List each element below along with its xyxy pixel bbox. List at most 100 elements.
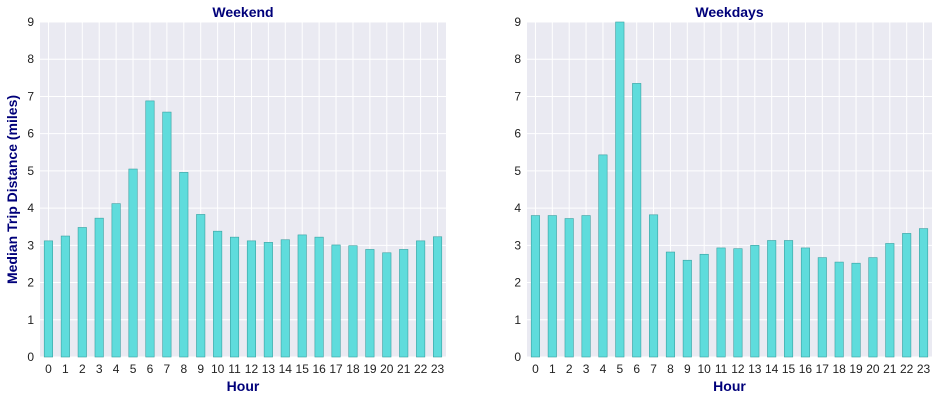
y-tick-label: 7 — [514, 89, 521, 103]
x-tick-label: 7 — [164, 362, 171, 376]
bar-hour-21 — [885, 243, 895, 358]
bar-hour-10 — [213, 230, 223, 358]
x-tick-label: 16 — [799, 362, 813, 376]
bar-hour-17 — [331, 244, 341, 358]
x-tick-label: 15 — [296, 362, 310, 376]
x-tick-label: 17 — [816, 362, 830, 376]
x-tick-label: 18 — [833, 362, 847, 376]
x-tick-label: 19 — [363, 362, 377, 376]
bar-hour-14 — [767, 240, 777, 358]
x-axis-label: Hour — [227, 378, 260, 394]
x-tick-label: 8 — [667, 362, 674, 376]
bar-hour-15 — [784, 240, 794, 358]
x-tick-label: 19 — [849, 362, 863, 376]
x-tick-label: 20 — [866, 362, 880, 376]
y-tick-label: 6 — [27, 127, 34, 141]
x-tick-label: 13 — [262, 362, 276, 376]
bar-hour-8 — [179, 172, 189, 358]
x-tick-label: 9 — [684, 362, 691, 376]
x-tick-label: 23 — [431, 362, 445, 376]
y-tick-label: 2 — [514, 276, 521, 290]
y-axis-label: Median Trip Distance (miles) — [4, 95, 20, 284]
x-tick-label: 11 — [715, 362, 728, 376]
y-tick-label: 7 — [27, 89, 34, 103]
y-tick-label: 0 — [27, 350, 34, 364]
bar-hour-2 — [77, 227, 87, 358]
bar-hour-18 — [348, 245, 358, 358]
bar-hour-22 — [902, 233, 912, 358]
x-tick-label: 12 — [731, 362, 745, 376]
x-tick-label: 5 — [130, 362, 137, 376]
bar-hour-13 — [263, 242, 273, 358]
bar-hour-19 — [365, 249, 375, 358]
bar-hour-3 — [581, 215, 591, 358]
bar-hour-19 — [851, 262, 861, 358]
x-tick-label: 12 — [245, 362, 259, 376]
x-tick-label: 4 — [113, 362, 120, 376]
x-tick-label: 22 — [414, 362, 428, 376]
y-tick-label: 3 — [514, 238, 521, 252]
x-tick-label: 23 — [917, 362, 931, 376]
bar-hour-7 — [649, 214, 659, 358]
y-tick-label: 1 — [514, 313, 521, 327]
x-tick-label: 15 — [782, 362, 796, 376]
bar-hour-1 — [60, 235, 70, 358]
x-tick-label: 18 — [346, 362, 360, 376]
bar-hour-4 — [598, 154, 608, 358]
bar-hour-1 — [547, 215, 557, 358]
bar-hour-5 — [615, 21, 625, 358]
x-tick-label: 1 — [549, 362, 556, 376]
x-tick-label: 3 — [583, 362, 590, 376]
bar-hour-13 — [750, 245, 760, 358]
x-tick-label: 1 — [62, 362, 69, 376]
chart-title: Weekdays — [695, 4, 763, 20]
x-tick-label: 21 — [883, 362, 897, 376]
bar-hour-2 — [564, 218, 574, 358]
x-tick-label: 5 — [616, 362, 623, 376]
bar-hour-12 — [733, 248, 743, 358]
y-tick-label: 8 — [514, 52, 521, 66]
plot-area — [40, 22, 446, 357]
y-tick-label: 2 — [27, 276, 34, 290]
x-tick-label: 6 — [147, 362, 154, 376]
bar-hour-3 — [94, 217, 104, 358]
x-tick-label: 7 — [650, 362, 657, 376]
x-tick-label: 14 — [765, 362, 779, 376]
y-tick-label: 5 — [514, 164, 521, 178]
bar-hour-0 — [43, 240, 53, 358]
chart-title: Weekend — [212, 4, 273, 20]
x-tick-label: 8 — [180, 362, 187, 376]
x-tick-label: 3 — [96, 362, 103, 376]
bar-hour-17 — [817, 257, 827, 358]
bar-hour-8 — [665, 251, 675, 358]
x-tick-label: 21 — [397, 362, 411, 376]
bar-hour-10 — [699, 253, 709, 358]
y-tick-label: 4 — [514, 201, 521, 215]
bar-hour-22 — [416, 240, 426, 358]
bar-hour-4 — [111, 203, 121, 358]
y-tick-label: 4 — [27, 201, 34, 215]
y-tick-label: 1 — [27, 313, 34, 327]
y-tick-label: 3 — [27, 238, 34, 252]
bar-hour-23 — [433, 236, 443, 358]
bar-hour-11 — [716, 247, 726, 358]
x-tick-label: 2 — [566, 362, 573, 376]
x-tick-label: 13 — [748, 362, 762, 376]
x-tick-label: 10 — [211, 362, 225, 376]
bar-hour-9 — [196, 214, 206, 358]
x-tick-label: 0 — [532, 362, 539, 376]
x-tick-label: 14 — [279, 362, 293, 376]
y-tick-label: 0 — [514, 350, 521, 364]
bar-hour-9 — [682, 259, 692, 358]
y-tick-label: 9 — [514, 15, 521, 29]
x-tick-label: 16 — [312, 362, 326, 376]
bar-hour-23 — [919, 228, 929, 358]
x-tick-label: 2 — [79, 362, 86, 376]
bar-hour-5 — [128, 168, 138, 358]
bar-hour-16 — [314, 236, 324, 358]
bar-hour-12 — [246, 240, 256, 358]
